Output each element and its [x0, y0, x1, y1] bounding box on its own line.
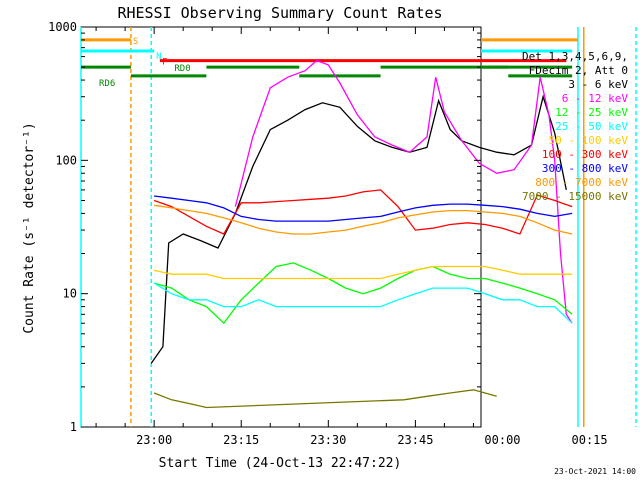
legend: Det 1,3,4,5,6,9,FDecim 2, Att 03 - 6 keV… [522, 50, 628, 203]
x-tick-label: 23:15 [223, 433, 259, 447]
legend-entry-4: 50 - 100 keV [549, 134, 629, 147]
legend-entry-3: 25 - 50 keV [555, 120, 628, 133]
y-axis-label: Count Rate (s⁻¹ detector⁻¹) [22, 122, 37, 333]
legend-entry-0: 3 - 6 keV [568, 78, 628, 91]
x-tick-label: 23:30 [310, 433, 346, 447]
series-line-1 [234, 59, 573, 324]
x-tick-label: 23:00 [136, 433, 172, 447]
y-tick-label: 1000 [48, 20, 77, 34]
series-line-7 [154, 204, 573, 235]
x-tick-label: 00:15 [572, 433, 608, 447]
flag-rd6-label: RD6 [99, 79, 115, 89]
flag-rd0-label: RD0 [174, 64, 190, 74]
x-axis-ticks: 23:00 23:15 23:30 23:45 00:00 00:15 [95, 27, 608, 447]
series-line-8 [153, 389, 497, 409]
series-line-4 [153, 265, 573, 280]
x-tick-label: 23:45 [397, 433, 433, 447]
legend-header-line: Det 1,3,4,5,6,9, [522, 50, 628, 63]
time-marker-lines [80, 27, 637, 427]
y-tick-label: 1 [70, 420, 77, 434]
series-line-2 [153, 262, 573, 325]
flag-n-label: N [156, 52, 161, 62]
series-line-6 [154, 195, 573, 222]
status-flag-bars: S NF RD0 RD6 [81, 37, 578, 89]
legend-header-line: FDecim 2, Att 0 [529, 64, 628, 77]
x-axis-label: Start Time (24-Oct-13 22:47:22) [159, 456, 402, 471]
x-tick-label: 00:00 [484, 433, 520, 447]
series-lines [150, 59, 573, 409]
legend-entry-6: 300 - 800 keV [542, 162, 628, 175]
legend-entry-2: 12 - 25 keV [555, 106, 628, 119]
legend-entry-1: 6 - 12 keV [562, 92, 629, 105]
flag-f-label: F [162, 58, 167, 68]
legend-entry-7: 800 - 7000 keV [535, 176, 628, 189]
y-axis-ticks: 1 10 100 1000 [48, 20, 481, 434]
legend-entry-5: 100 - 300 keV [542, 148, 628, 161]
legend-entry-8: 7000 - 15000 keV [522, 190, 628, 203]
series-line-0 [150, 94, 567, 364]
flag-s-label: S [133, 37, 138, 47]
y-tick-label: 100 [55, 153, 77, 167]
series-line-3 [153, 282, 573, 324]
series-line-5 [153, 189, 573, 235]
timestamp: 23-Oct-2021 14:00 [554, 467, 636, 476]
plot-frame [80, 26, 482, 428]
y-tick-label: 10 [63, 287, 77, 301]
chart-title: RHESSI Observing Summary Count Rates [117, 4, 442, 22]
